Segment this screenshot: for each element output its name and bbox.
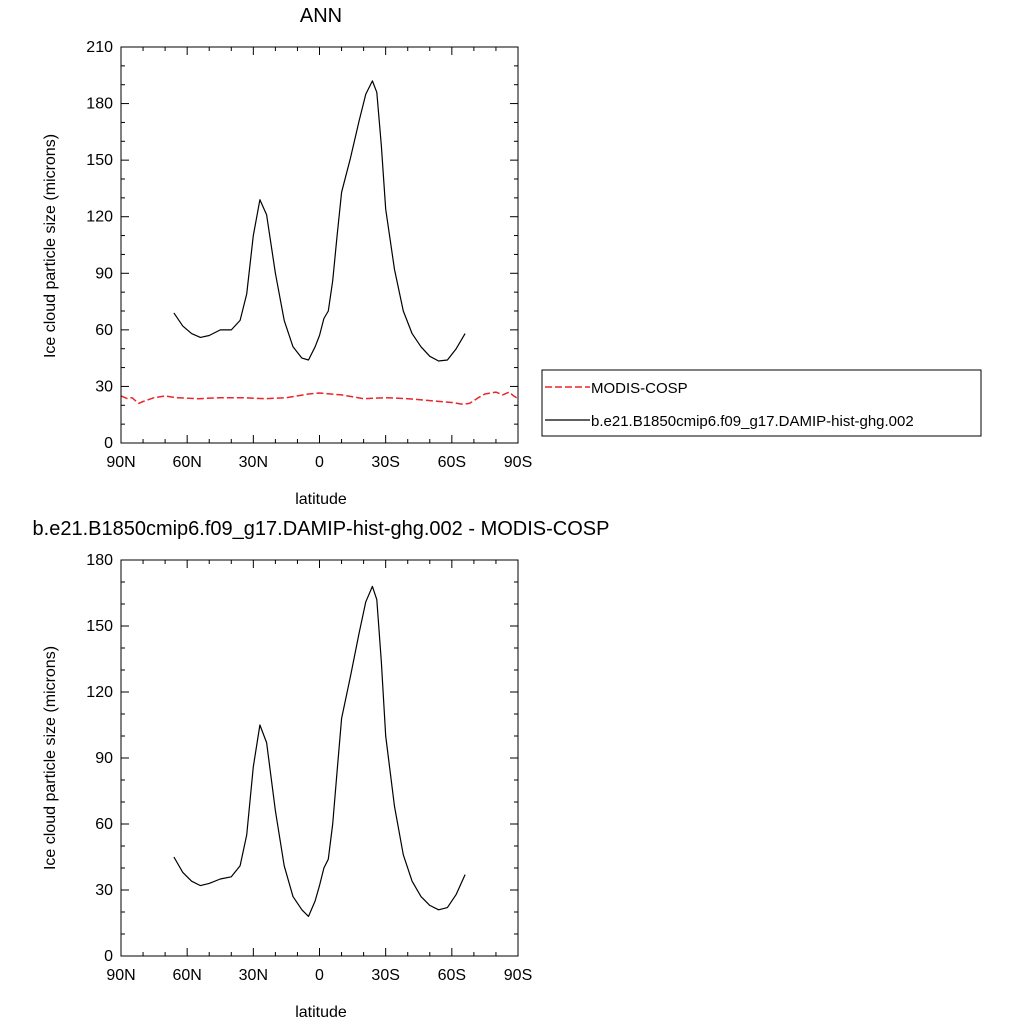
bottom-x-tick-label: 60N (172, 967, 201, 984)
top-series-modis-cosp-line (120, 391, 519, 406)
top-x-tick-label: 90N (106, 454, 135, 471)
bottom-x-tick-label: 90N (106, 967, 135, 984)
bottom-y-tick-label: 120 (86, 684, 113, 701)
bottom-x-tick-label: 30S (371, 967, 399, 984)
top-y-tick-label: 210 (86, 39, 113, 56)
top-x-tick-label: 30N (239, 454, 268, 471)
top-y-tick-label: 120 (86, 209, 113, 226)
bottom-y-tick-label: 60 (95, 816, 113, 833)
top-chart-title: ANN (300, 5, 342, 27)
top-x-tick-label: 30S (371, 454, 399, 471)
top-panel: ANN 90N 60N 30N 0 30S 60S 90S 0 30 60 90 120 150 180 2… (42, 5, 532, 508)
bottom-panel: b.e21.B1850cmip6.f09_g17.DAMIP-hist-ghg.… (33, 518, 610, 1021)
top-x-axis-label: latitude (295, 491, 347, 508)
top-y-axis-label: Ice cloud particle size (microns) (42, 134, 59, 358)
bottom-x-axis-label: latitude (295, 1004, 347, 1021)
bottom-x-tick-label: 90S (504, 967, 532, 984)
bottom-y-tick-label: 90 (95, 750, 113, 767)
top-x-tick-label: 60S (438, 454, 466, 471)
bottom-x-tick-label: 30N (239, 967, 268, 984)
top-y-tick-label: 30 (95, 378, 113, 395)
bottom-y-tick-label: 150 (86, 618, 113, 635)
bottom-x-tick-label: 60S (438, 967, 466, 984)
top-plot-frame (120, 46, 519, 444)
bottom-y-tick-label: 180 (86, 552, 113, 569)
legend-box (541, 369, 982, 437)
top-y-tick-label: 150 (86, 152, 113, 169)
top-x-tick-label: 90S (504, 454, 532, 471)
top-y-tick-label: 180 (86, 96, 113, 113)
legend: MODIS-COSP b.e21.B1850cmip6.f09_g17.DAMI… (541, 369, 982, 437)
top-y-tick-label: 90 (95, 265, 113, 282)
bottom-chart-title: b.e21.B1850cmip6.f09_g17.DAMIP-hist-ghg.… (33, 518, 610, 540)
bottom-y-axis-label: Ice cloud particle size (microns) (42, 646, 59, 870)
legend-label-modis: MODIS-COSP (591, 380, 688, 397)
top-x-tick-label: 60N (172, 454, 201, 471)
bottom-x-tick-label: 0 (315, 967, 324, 984)
top-y-tick-label: 60 (95, 322, 113, 339)
top-series-model-line (173, 80, 466, 362)
top-y-tick-label: 0 (104, 435, 113, 452)
legend-label-model: b.e21.B1850cmip6.f09_g17.DAMIP-hist-ghg.… (591, 413, 914, 430)
bottom-y-tick-label: 30 (95, 882, 113, 899)
top-x-tick-label: 0 (315, 454, 324, 471)
bottom-y-tick-label: 0 (104, 948, 113, 965)
bottom-series-model-line (173, 585, 466, 918)
bottom-plot-frame (120, 559, 519, 957)
